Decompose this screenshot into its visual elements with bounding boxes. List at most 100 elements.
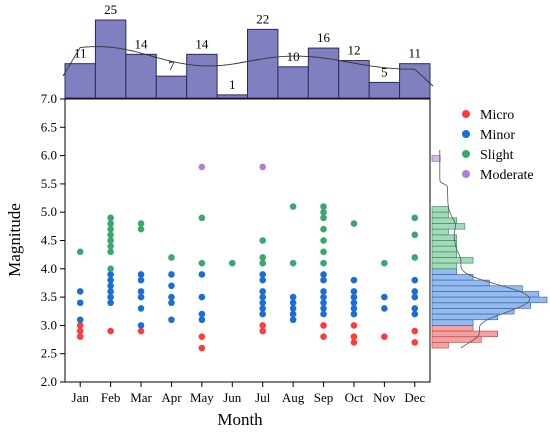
point-minor — [259, 276, 267, 284]
point-minor — [320, 271, 327, 278]
magnitude-bin-minor — [431, 308, 515, 315]
magnitude-bin-slight — [431, 245, 457, 253]
magnitude-bin-micro — [431, 330, 499, 338]
magnitude-bin-micro — [431, 342, 449, 349]
series-moderate — [198, 163, 267, 171]
point-minor — [168, 282, 175, 290]
legend-label-moderate: Moderate — [480, 168, 534, 183]
y-tick-label: 6.0 — [41, 148, 57, 163]
y-tick-label: 5.0 — [41, 204, 57, 219]
point-slight — [259, 237, 267, 244]
point-minor — [289, 305, 297, 312]
magnitude-bin-minor — [431, 285, 523, 292]
point-minor — [137, 271, 145, 278]
point-slight — [289, 259, 297, 267]
series-micro — [76, 322, 419, 352]
month-count-label: 16 — [317, 30, 331, 45]
magnitude-bin-slight — [431, 251, 457, 258]
magnitude-bin-minor — [431, 279, 490, 287]
legend-marker-slight — [462, 150, 470, 158]
point-minor — [137, 276, 145, 284]
point-minor — [411, 310, 419, 318]
point-minor — [76, 288, 84, 295]
point-minor — [381, 293, 388, 301]
point-slight — [320, 214, 327, 222]
series-slight — [76, 203, 419, 273]
point-minor — [259, 299, 267, 307]
x-tick-label: Feb — [101, 390, 121, 405]
plot-frame — [64, 98, 431, 383]
month-count-label: 11 — [409, 46, 422, 61]
point-micro — [198, 344, 206, 352]
point-slight — [320, 259, 327, 267]
month-count-label: 25 — [104, 2, 117, 17]
point-slight — [350, 220, 358, 227]
point-minor — [168, 316, 175, 324]
month-count-label: 14 — [195, 36, 209, 51]
point-minor — [320, 305, 327, 312]
point-slight — [107, 248, 114, 256]
x-tick-label: Apr — [161, 390, 182, 405]
point-slight — [320, 237, 327, 244]
point-slight — [168, 254, 175, 261]
x-tick-label: Jun — [223, 390, 242, 405]
point-minor — [76, 299, 84, 307]
y-tick-label: 6.5 — [41, 119, 57, 134]
point-minor — [198, 316, 206, 324]
point-slight — [320, 208, 327, 216]
point-slight — [107, 231, 114, 239]
month-count-label: 11 — [74, 46, 87, 61]
point-micro — [411, 327, 419, 335]
x-tick-label: Oct — [345, 390, 364, 405]
magnitude-bin-minor — [431, 302, 531, 309]
y-tick-label: 5.5 — [41, 176, 57, 191]
point-minor — [198, 271, 206, 278]
point-moderate — [259, 163, 267, 171]
magnitude-bin-moderate — [431, 155, 441, 162]
point-minor — [137, 288, 145, 295]
point-slight — [381, 259, 388, 267]
point-minor — [168, 271, 175, 278]
point-minor — [259, 293, 267, 301]
point-minor — [350, 310, 358, 318]
point-slight — [107, 214, 114, 222]
x-axis-label: Month — [217, 410, 263, 429]
point-minor — [76, 316, 84, 324]
point-slight — [76, 248, 84, 256]
magnitude-bin-minor — [431, 291, 540, 298]
point-minor — [289, 310, 297, 318]
legend-marker-moderate — [462, 170, 470, 178]
point-micro — [350, 322, 358, 329]
point-micro — [320, 322, 327, 329]
magnitude-bin-minor — [431, 319, 474, 326]
point-micro — [411, 339, 419, 346]
x-tick-label: Jan — [72, 390, 90, 405]
point-minor — [381, 305, 388, 312]
point-minor — [350, 276, 358, 284]
point-micro — [76, 333, 84, 341]
legend-label-micro: Micro — [480, 108, 514, 123]
point-micro — [198, 333, 206, 341]
point-micro — [350, 339, 358, 346]
point-slight — [137, 225, 145, 233]
month-count-bar — [94, 19, 127, 99]
magnitude-bin-minor — [431, 313, 499, 321]
magnitude-bin-slight — [431, 211, 449, 219]
x-tick-label: Nov — [373, 390, 396, 405]
month-count-label: 1 — [229, 77, 236, 92]
point-minor — [411, 305, 419, 312]
point-minor — [320, 276, 327, 284]
magnitude-bin-slight — [431, 228, 449, 236]
point-micro — [76, 322, 84, 329]
right-histogram — [431, 149, 548, 349]
point-slight — [107, 265, 114, 273]
point-minor — [259, 288, 267, 295]
month-count-bar — [247, 28, 279, 99]
point-minor — [411, 293, 419, 301]
magnitude-bin-slight — [431, 223, 466, 230]
point-slight — [137, 220, 145, 227]
point-slight — [411, 231, 419, 239]
point-minor — [198, 293, 206, 301]
point-slight — [411, 214, 419, 222]
